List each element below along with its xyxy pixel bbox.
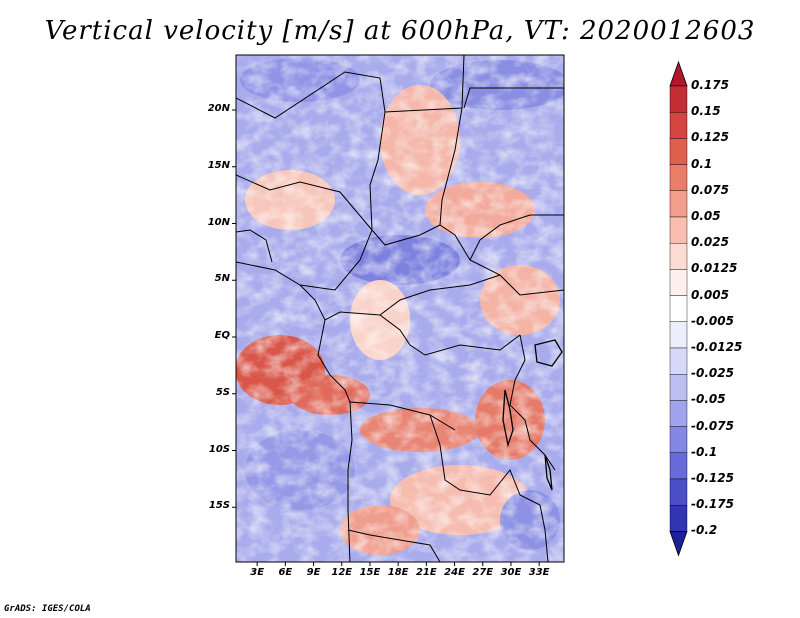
y-tick-label: 15S xyxy=(208,500,230,512)
colorbar-swatch xyxy=(669,478,688,506)
y-tick-label: EQ xyxy=(214,330,230,341)
x-tick-label: 15E xyxy=(359,567,381,578)
border-line xyxy=(236,229,373,291)
colorbar-swatch xyxy=(669,111,688,139)
border-line xyxy=(429,414,541,506)
colorbar-level-label: 0.05 xyxy=(691,209,721,223)
colorbar-swatch xyxy=(669,190,688,218)
y-tick-label: 5S xyxy=(215,386,230,398)
lakes xyxy=(502,339,563,491)
y-tick-label: 5N xyxy=(214,273,230,285)
colorbar-level-label: -0.005 xyxy=(691,313,734,328)
border-line xyxy=(347,401,353,562)
colorbar-level-label: 0.0125 xyxy=(691,261,738,276)
border-line xyxy=(236,174,373,231)
x-tick-label: 27E xyxy=(472,567,494,578)
colorbar-level-label: 0.125 xyxy=(691,130,729,145)
colorbar-swatch xyxy=(669,164,688,192)
y-tick-label: 20N xyxy=(207,103,230,114)
border-line xyxy=(539,504,549,562)
x-tick-label: 6E xyxy=(278,567,293,578)
x-tick-label: 3E xyxy=(250,567,265,578)
x-tick-label: 24E xyxy=(444,567,465,578)
border-line xyxy=(463,87,564,109)
y-axis-ticks xyxy=(232,109,236,508)
colorbar-level-label: -0.175 xyxy=(691,497,734,512)
colorbar-level-label: 0.005 xyxy=(691,287,729,302)
colorbar-level-label: 0.075 xyxy=(691,182,729,197)
colorbar-swatch xyxy=(669,138,688,165)
colorbar-swatch xyxy=(669,347,688,375)
border-line xyxy=(317,319,456,431)
x-tick-label: 9E xyxy=(306,567,321,578)
border-line xyxy=(509,334,556,471)
map-plot-area xyxy=(236,55,564,562)
colorbar-swatch xyxy=(669,295,688,323)
border-line xyxy=(369,111,386,231)
colorbar-swatch xyxy=(669,269,688,296)
x-axis-ticks xyxy=(256,562,540,566)
colorbar-swatch xyxy=(669,60,688,87)
border-line xyxy=(371,224,441,246)
colorbar-swatch xyxy=(669,85,688,113)
grads-credit: GrADS: IGES/COLA xyxy=(4,604,91,614)
colorbar-level-label: -0.0125 xyxy=(691,340,743,354)
colorbar-level-label: -0.075 xyxy=(691,418,734,433)
border-line xyxy=(469,214,564,261)
colorbar-swatch xyxy=(669,531,688,557)
colorbar-level-label: -0.2 xyxy=(691,523,718,538)
x-tick-label: 18E xyxy=(387,567,409,578)
x-tick-label: 21E xyxy=(415,567,437,578)
colorbar-level-label: 0.15 xyxy=(691,104,721,119)
x-tick-label: 12E xyxy=(331,567,353,578)
lake-tanganyika xyxy=(502,389,514,448)
colorbar-swatch xyxy=(669,426,688,454)
chart-title: Vertical velocity [m/s] at 600hPa, VT: 2… xyxy=(44,16,756,46)
y-tick-label: 10N xyxy=(207,216,230,228)
border-line xyxy=(347,529,441,562)
colorbar-swatch xyxy=(669,452,688,480)
country-borders xyxy=(236,55,564,562)
x-tick-label: 30E xyxy=(500,567,522,578)
colorbar-level-label: 0.1 xyxy=(691,156,713,171)
colorbar-swatch xyxy=(669,321,688,349)
colorbar-swatch xyxy=(669,216,688,244)
y-tick-label: 10S xyxy=(208,443,230,455)
colorbar-level-label: -0.025 xyxy=(691,366,734,381)
border-line xyxy=(439,107,564,296)
colorbar xyxy=(669,60,688,557)
colorbar-swatch xyxy=(669,400,688,427)
colorbar-level-label: -0.125 xyxy=(691,471,734,485)
colorbar-level-label: -0.1 xyxy=(691,444,718,459)
map-frame xyxy=(235,54,565,563)
colorbar-level-label: -0.05 xyxy=(691,392,726,407)
colorbar-swatch xyxy=(669,242,688,270)
field-texture xyxy=(236,55,564,562)
colorbar-swatch xyxy=(669,505,688,532)
colorbar-level-label: 0.175 xyxy=(691,78,729,92)
border-line xyxy=(379,314,521,356)
border-line xyxy=(236,229,273,263)
colorbar-level-label: 0.025 xyxy=(691,235,729,250)
x-tick-label: 33E xyxy=(528,567,550,578)
colorbar-swatch xyxy=(669,374,688,401)
lake-malawi xyxy=(544,454,553,491)
lake-victoria xyxy=(534,339,563,367)
y-tick-label: 15N xyxy=(207,159,230,171)
